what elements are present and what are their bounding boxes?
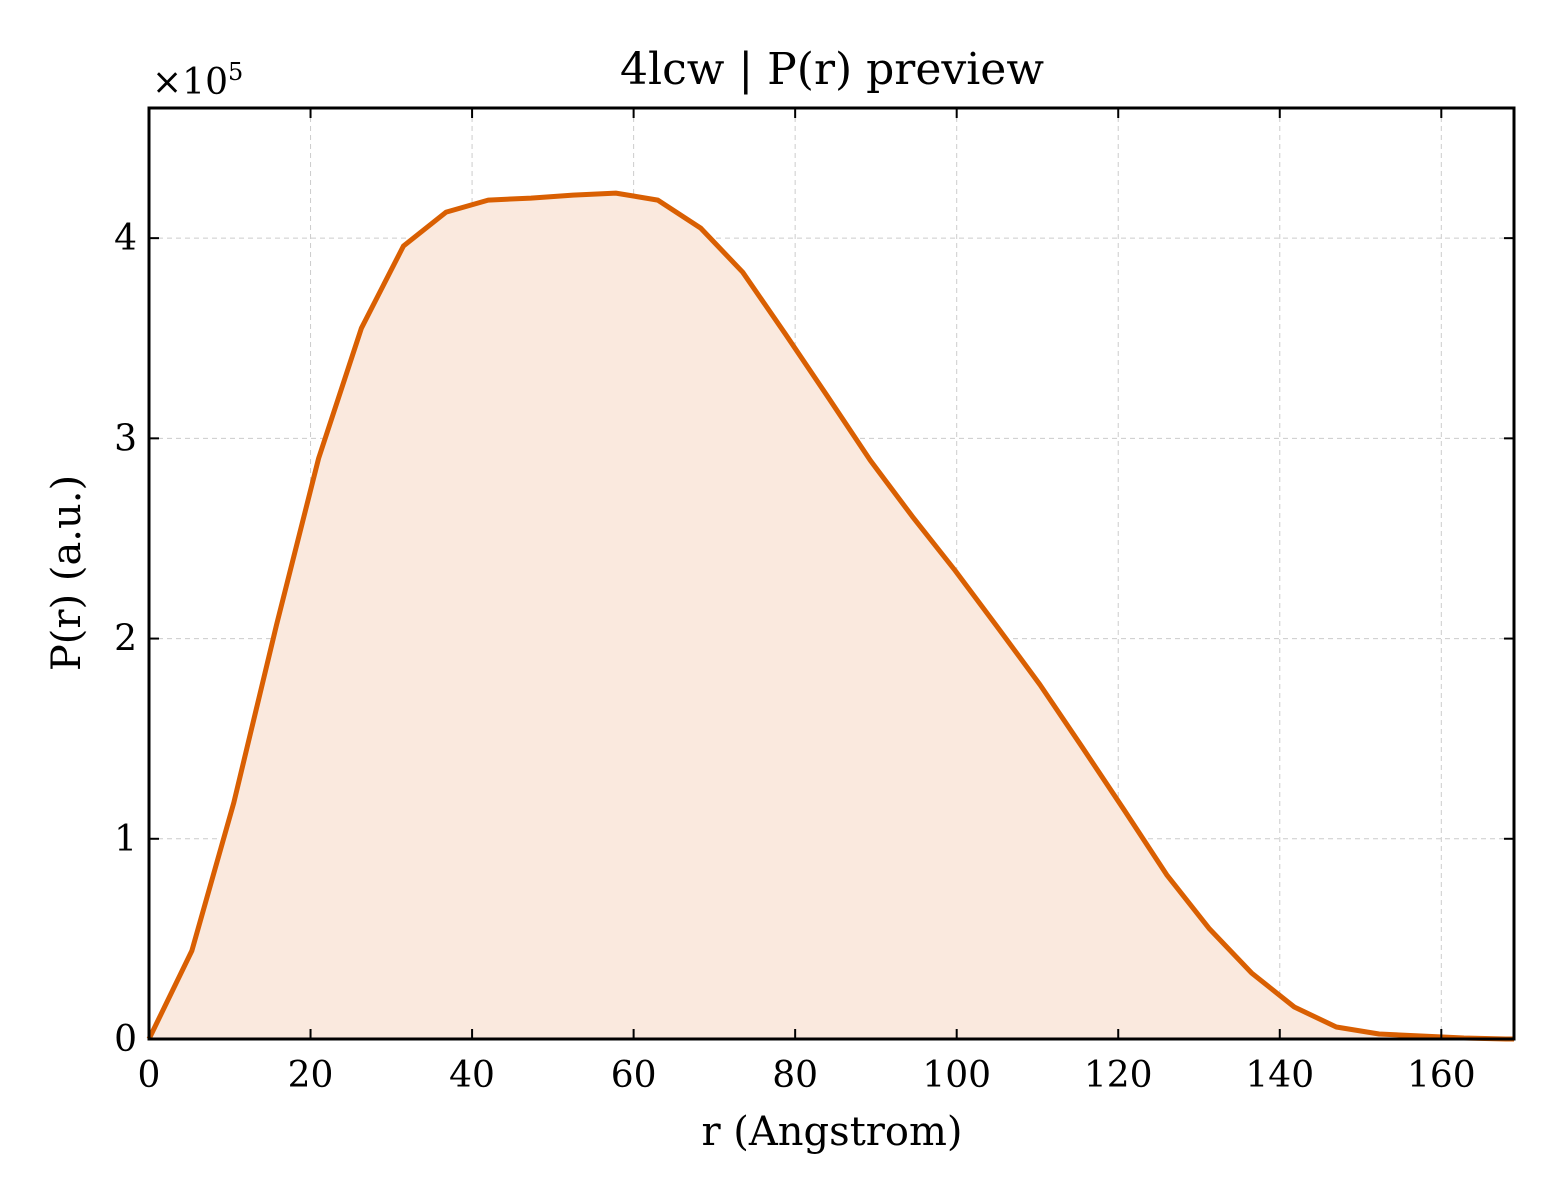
y-tick-label: 0 xyxy=(114,1019,137,1060)
pr-series-line xyxy=(146,190,1514,1042)
x-tick-label: 100 xyxy=(922,1055,991,1096)
chart-title: 4lcw | P(r) preview xyxy=(620,44,1044,95)
x-tick-label: 120 xyxy=(1084,1055,1153,1096)
y-offset-label: ×105 xyxy=(152,58,243,103)
x-tick-label: 20 xyxy=(288,1055,334,1096)
x-tick-label: 80 xyxy=(772,1055,818,1096)
x-tick-label: 40 xyxy=(449,1055,495,1096)
x-axis-label: r (Angstrom) xyxy=(701,1109,962,1155)
y-tick-label: 4 xyxy=(114,218,137,259)
y-offset-base: ×10 xyxy=(152,62,228,103)
y-tick-label: 2 xyxy=(114,619,137,660)
y-tick-label: 1 xyxy=(114,819,137,860)
y-tick-label: 3 xyxy=(114,418,137,459)
plot-frame xyxy=(147,106,1516,1041)
tick-labels: 0 20 40 60 80 100 120 140 160 0 1 2 3 4 xyxy=(114,218,1476,1096)
y-offset-exponent: 5 xyxy=(228,58,243,86)
x-tick-label: 0 xyxy=(138,1055,161,1096)
pr-area-fill xyxy=(149,193,1514,1040)
y-axis-label: P(r) (a.u.) xyxy=(44,475,90,671)
x-tick-label: 140 xyxy=(1245,1055,1314,1096)
x-tick-label: 60 xyxy=(611,1055,657,1096)
x-tick-label: 160 xyxy=(1407,1055,1476,1096)
